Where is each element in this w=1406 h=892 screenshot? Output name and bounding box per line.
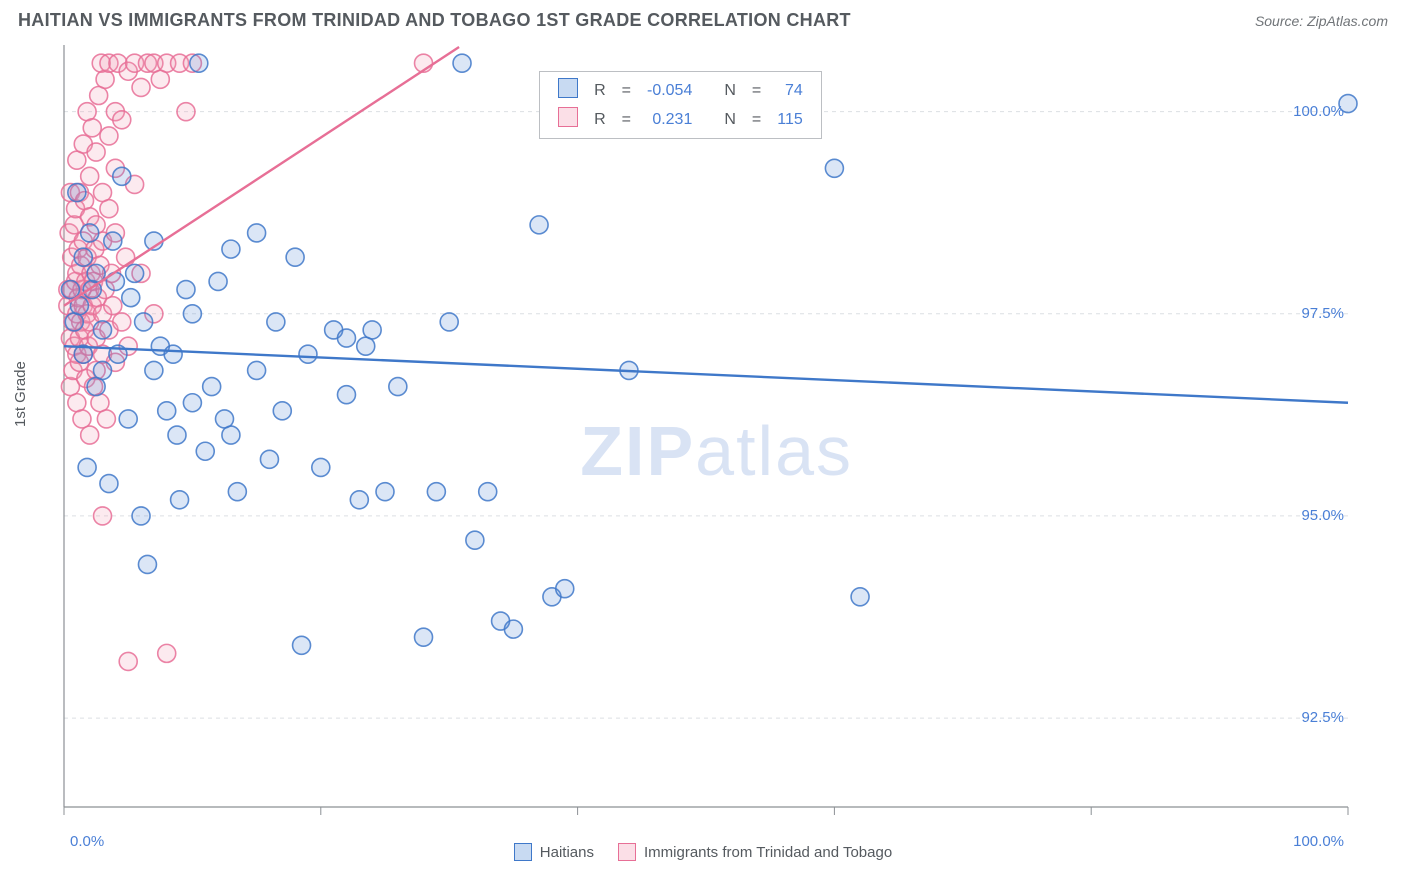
legend-row-trinidad: R = 0.231 N = 115 — [550, 105, 811, 134]
r-value-trinidad: 0.231 — [639, 105, 700, 134]
n-label: N — [716, 76, 744, 105]
n-label: N — [716, 105, 744, 134]
scatter-chart — [18, 37, 1388, 857]
swatch-trinidad — [558, 107, 578, 127]
n-value-haitians: 74 — [769, 76, 811, 105]
swatch-haitians-icon — [514, 843, 532, 861]
legend-row-haitians: R = -0.054 N = 74 — [550, 76, 811, 105]
legend-item-haitians: Haitians — [514, 843, 594, 861]
eq: = — [614, 105, 639, 134]
r-value-haitians: -0.054 — [639, 76, 700, 105]
eq: = — [744, 76, 769, 105]
swatch-trinidad-icon — [618, 843, 636, 861]
legend-table: R = -0.054 N = 74 R = 0.231 N = 115 — [550, 76, 811, 134]
legend-label-trinidad: Immigrants from Trinidad and Tobago — [644, 844, 892, 861]
header: HAITIAN VS IMMIGRANTS FROM TRINIDAD AND … — [0, 0, 1406, 37]
source-link[interactable]: ZipAtlas.com — [1307, 13, 1388, 29]
swatch-haitians — [558, 78, 578, 98]
source-label: Source: ZipAtlas.com — [1255, 13, 1388, 29]
y-tick-label: 95.0% — [1301, 507, 1344, 524]
y-tick-label: 100.0% — [1293, 103, 1344, 120]
eq: = — [614, 76, 639, 105]
chart-area: 1st Grade ZIPatlas R = -0.054 N = 74 R =… — [18, 37, 1388, 857]
y-axis-label: 1st Grade — [12, 361, 29, 427]
r-label: R — [586, 76, 614, 105]
eq: = — [744, 105, 769, 134]
series-legend: Haitians Immigrants from Trinidad and To… — [18, 843, 1388, 861]
n-value-trinidad: 115 — [769, 105, 811, 134]
y-tick-label: 92.5% — [1301, 709, 1344, 726]
legend-item-trinidad: Immigrants from Trinidad and Tobago — [618, 843, 892, 861]
legend-label-haitians: Haitians — [540, 844, 594, 861]
correlation-legend: R = -0.054 N = 74 R = 0.231 N = 115 — [539, 71, 822, 139]
chart-title: HAITIAN VS IMMIGRANTS FROM TRINIDAD AND … — [18, 10, 851, 31]
r-label: R — [586, 105, 614, 134]
source-prefix: Source: — [1255, 13, 1307, 29]
y-tick-label: 97.5% — [1301, 305, 1344, 322]
